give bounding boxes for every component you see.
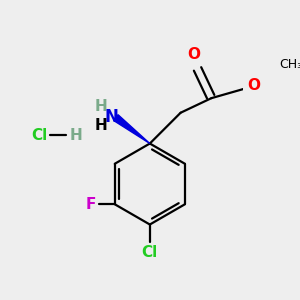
Text: F: F bbox=[86, 197, 97, 212]
Text: N: N bbox=[105, 108, 119, 126]
Polygon shape bbox=[114, 115, 150, 143]
Text: O: O bbox=[187, 47, 200, 62]
Text: CH₃: CH₃ bbox=[279, 58, 300, 70]
Text: Cl: Cl bbox=[31, 128, 47, 143]
Text: Cl: Cl bbox=[142, 244, 158, 260]
Text: H: H bbox=[95, 99, 108, 114]
Text: H: H bbox=[95, 118, 108, 133]
Text: O: O bbox=[247, 78, 260, 93]
Text: H: H bbox=[70, 128, 83, 143]
